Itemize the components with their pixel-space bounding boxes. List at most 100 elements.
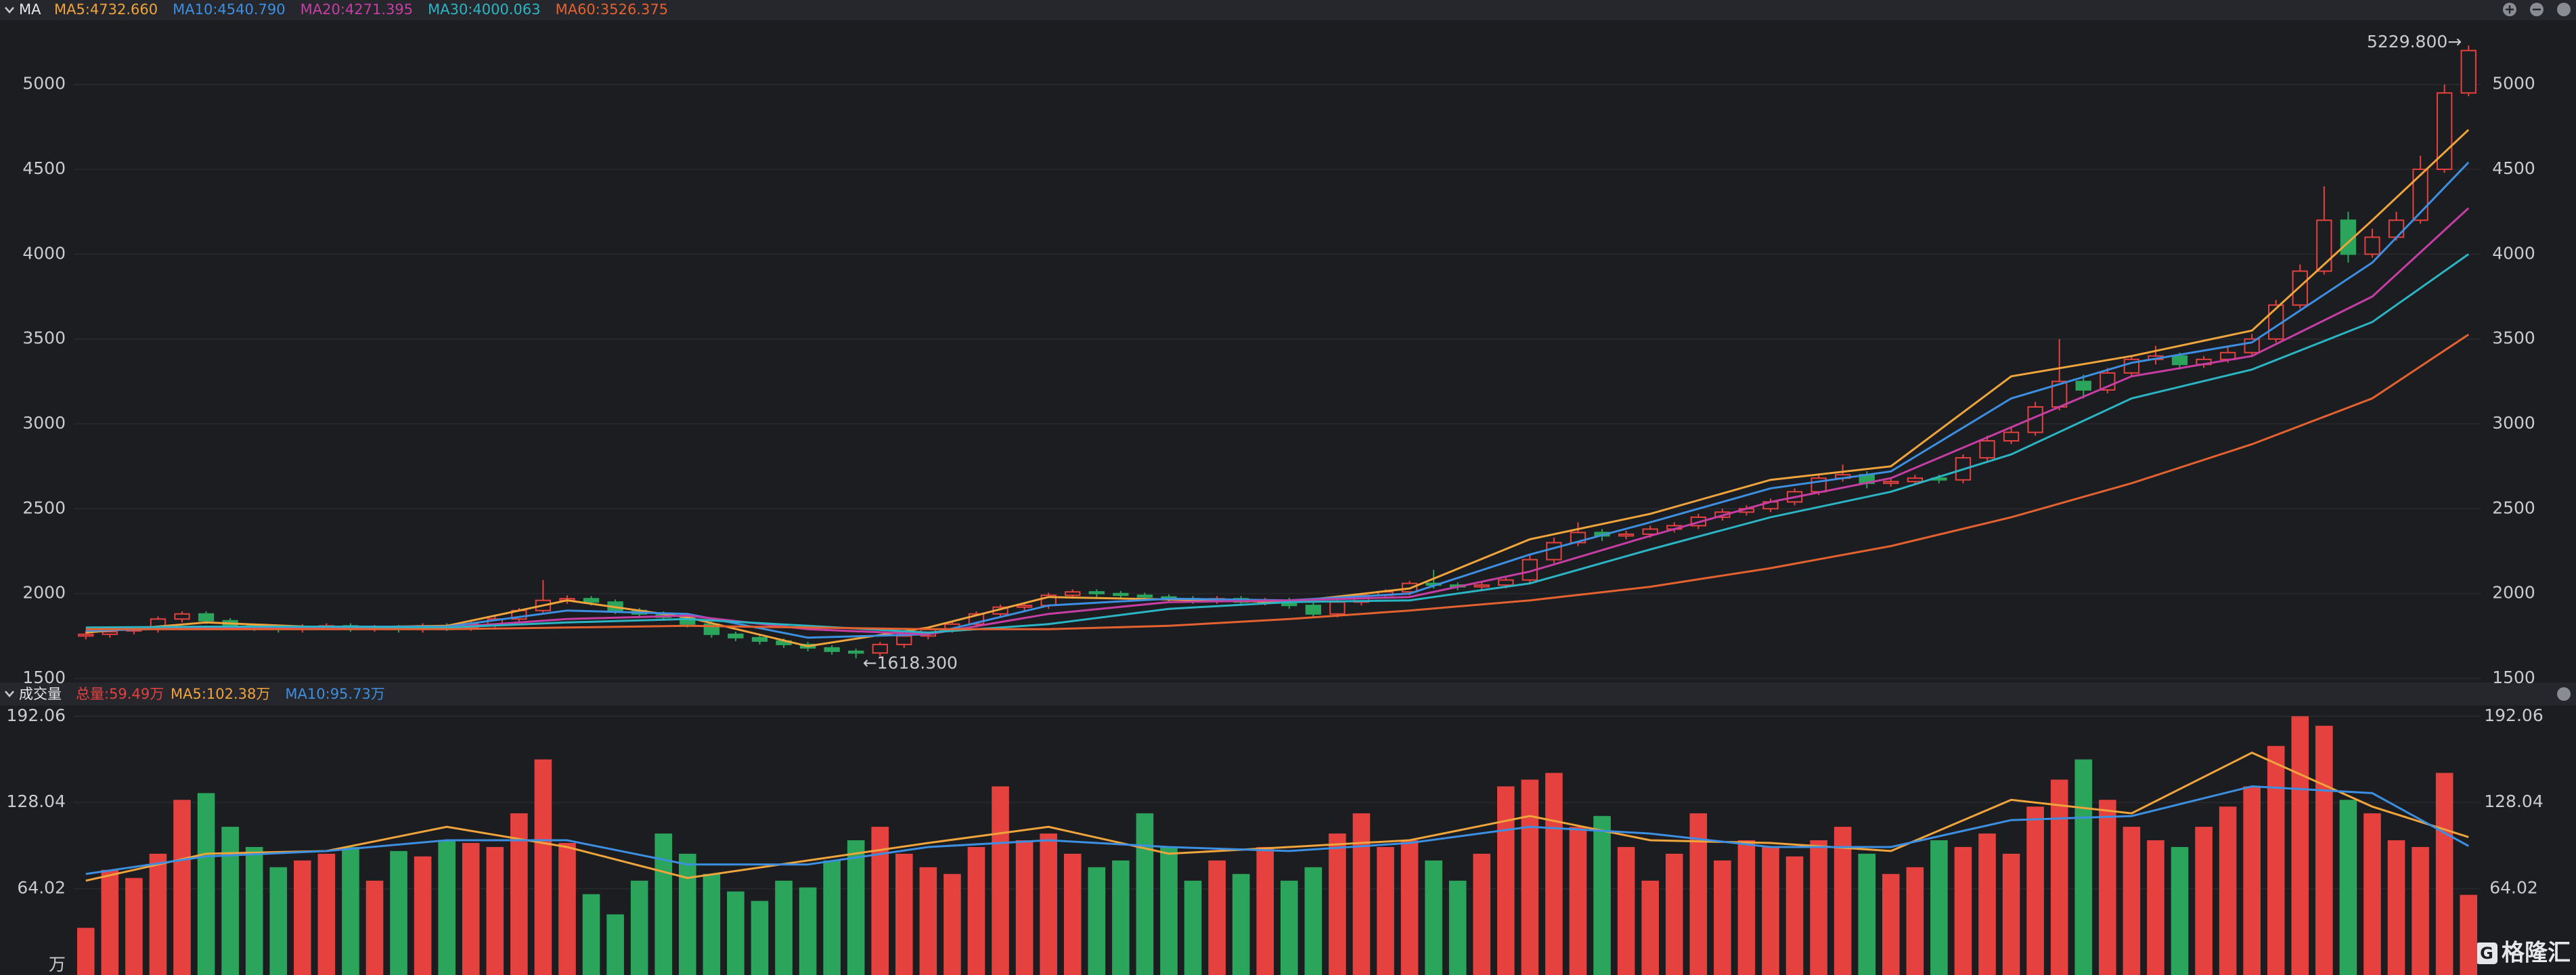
candle-body: [583, 598, 600, 603]
volume-bar: [2219, 806, 2237, 975]
candle-body: [1065, 591, 1081, 597]
volume-bar: [1304, 867, 1323, 975]
volume-bar: [2147, 840, 2164, 975]
legend-entry: MA60:3526.375: [556, 1, 668, 18]
volume-bar: [1329, 833, 1346, 975]
volume-bar: [727, 891, 745, 975]
volume-bar: [1352, 813, 1371, 975]
y-tick-label: 2500: [2492, 498, 2535, 517]
y-tick-label: 2500: [22, 498, 66, 517]
volume-bar: [1714, 860, 1731, 975]
collapse-icon[interactable]: [5, 7, 14, 14]
ma-line: [85, 785, 2469, 875]
volume-bar: [2171, 846, 2189, 975]
candle-body: [1088, 591, 1105, 594]
volume-bar: [76, 928, 95, 975]
y-tick-label: 192.06: [7, 706, 66, 725]
collapse-icon[interactable]: [5, 691, 14, 697]
settings-button[interactable]: [2557, 687, 2571, 701]
window-buttons: [2503, 3, 2571, 701]
volume-bar: [943, 873, 961, 975]
candle-body: [2244, 338, 2260, 353]
volume-bar: [534, 759, 552, 975]
volume-bar: [919, 867, 937, 975]
volume-bar: [2339, 800, 2357, 975]
logo: G 格隆汇: [2476, 940, 2571, 967]
y-tick-label: 1500: [22, 668, 66, 687]
volume-bar: [606, 914, 624, 975]
volume-bar: [1545, 773, 1563, 975]
volume-bar: [2243, 786, 2261, 975]
ma-line: [85, 333, 2470, 630]
legend-entry: MA20:4271.395: [301, 1, 413, 18]
volume-bar: [1521, 779, 1539, 975]
volume-bar: [2267, 745, 2285, 975]
y-tick-label: 2000: [2492, 583, 2535, 603]
candle-body: [824, 647, 840, 652]
volume-bar: [2026, 806, 2044, 975]
volume-title: 成交量: [19, 686, 62, 702]
candle-body: [872, 643, 888, 654]
y-tick-label: 1500: [2492, 668, 2535, 687]
volume-bar: [1569, 827, 1587, 975]
candle-body: [198, 613, 215, 622]
y-tick-label: 3000: [22, 413, 66, 433]
volume-bar: [390, 850, 407, 975]
candle-body: [1016, 605, 1033, 608]
volume-bar: [486, 846, 504, 975]
volume-bar: [1256, 846, 1274, 975]
volume-bar: [1425, 860, 1442, 975]
candle-body: [78, 633, 94, 637]
y-tick-label: 4000: [22, 243, 66, 263]
volume-bar: [1762, 846, 1779, 975]
volume-bar: [2315, 725, 2333, 975]
volume-bar: [1882, 873, 1900, 975]
candle-body: [848, 650, 864, 654]
candle-body: [1305, 605, 1322, 615]
volume-bar: [2123, 827, 2141, 975]
volume-bar: [1208, 860, 1226, 975]
plus-glyph: [2506, 5, 2514, 14]
candle-body: [2364, 236, 2380, 255]
candle-body: [1979, 440, 1995, 459]
volume-bar: [414, 856, 432, 975]
volume-bar: [775, 880, 793, 975]
candle-body: [1329, 601, 1346, 615]
volume-bar: [1448, 880, 1467, 975]
volume-bar: [2074, 759, 2093, 975]
volume-bar: [269, 867, 288, 975]
volume-bar: [1906, 867, 1924, 975]
price-header: [0, 0, 2576, 20]
volume-total: 总量:59.49万: [76, 686, 164, 702]
candle-body: [174, 613, 190, 620]
volume-bar: [823, 860, 841, 975]
volume-bar: [1112, 860, 1130, 975]
candle-body: [2003, 431, 2020, 442]
candle-body: [1473, 584, 1490, 588]
volume-bar: [1497, 786, 1515, 975]
volume-bar: [799, 887, 817, 975]
volume-bar: [2050, 779, 2068, 975]
logo-text: 格隆汇: [2502, 940, 2571, 967]
volume-bar: [1015, 840, 1034, 975]
volume-bar: [365, 880, 384, 975]
candle-body: [1642, 528, 1658, 535]
volume-bar: [558, 842, 576, 975]
volume-bar: [1785, 856, 1804, 975]
y-tick-label: 2000: [22, 583, 66, 603]
y-tick-label: 4500: [22, 158, 66, 178]
y-tick-label: 5000: [2492, 74, 2535, 93]
candle-body: [2292, 270, 2308, 306]
volume-bar: [1184, 880, 1202, 975]
y-tick-label: 64.02: [2489, 878, 2538, 898]
candle-body: [2388, 219, 2405, 238]
candle-body: [2075, 381, 2091, 391]
volume-bar: [1593, 816, 1611, 975]
volume-bar: [1232, 873, 1250, 975]
volume-bar: [1088, 867, 1106, 975]
settings-button[interactable]: [2557, 3, 2571, 16]
volume-bar: [2099, 800, 2116, 975]
y-tick-label: 4500: [2492, 158, 2535, 178]
